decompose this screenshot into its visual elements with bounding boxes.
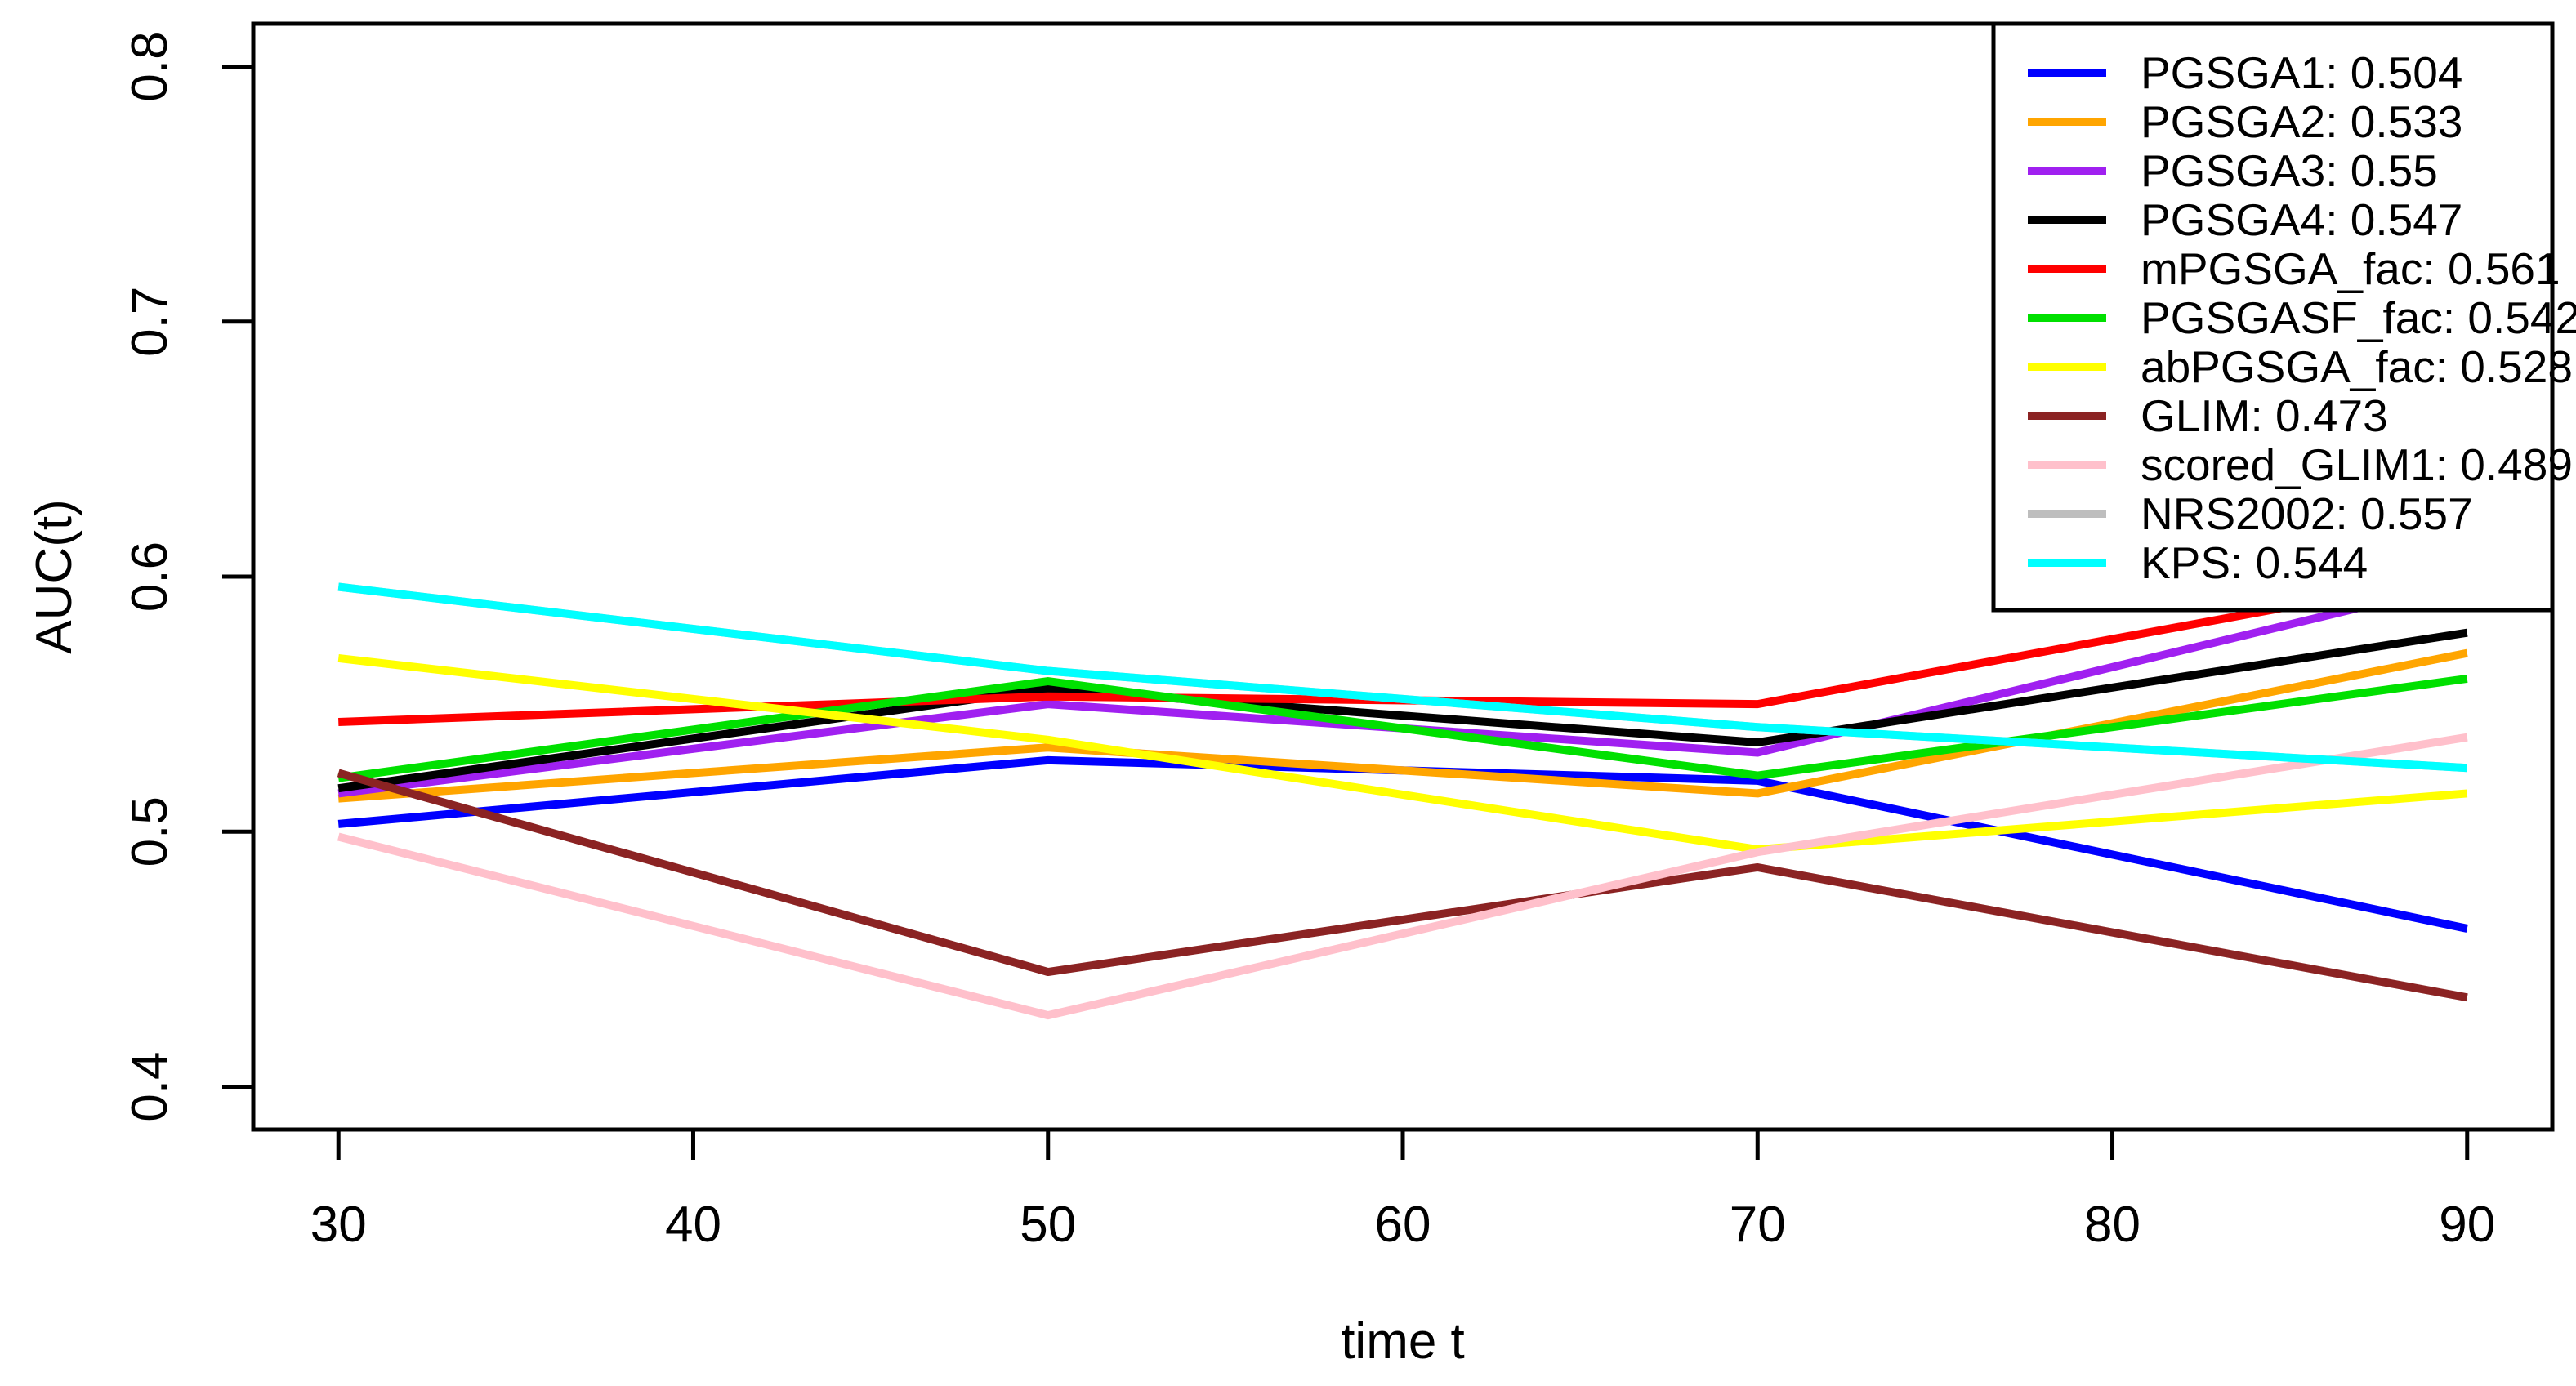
y-axis-tick-label: 0.7 — [122, 287, 178, 357]
series-line-KPS — [337, 582, 2468, 773]
legend-label-scored_GLIM1: scored_GLIM1: 0.489 — [2141, 439, 2573, 490]
series-line-PGSGA4 — [337, 628, 2468, 793]
legend-label-GLIM: GLIM: 0.473 — [2141, 390, 2388, 441]
y-axis-tick-label: 0.4 — [122, 1051, 178, 1121]
legend-label-PGSGA3: PGSGA3: 0.55 — [2141, 145, 2438, 196]
y-axis: 0.4 0.5 0.6 0.7 0.8 — [122, 31, 253, 1122]
legend-label-mPGSGA_fac: mPGSGA_fac: 0.561 — [2141, 243, 2560, 294]
x-axis-tick-label: 40 — [665, 1197, 721, 1253]
legend-label-PGSGA4: PGSGA4: 0.547 — [2141, 194, 2462, 245]
legend-label-PGSGASF_fac: PGSGASF_fac: 0.542 — [2141, 292, 2576, 343]
legend-label-abPGSGA_fac: abPGSGA_fac: 0.528 — [2141, 341, 2573, 392]
series-line-PGSGASF_fac — [337, 674, 2468, 782]
x-axis-tick-label: 30 — [310, 1197, 367, 1253]
y-axis-title: AUC(t) — [26, 499, 83, 653]
y-axis-tick-label: 0.6 — [122, 541, 178, 612]
x-axis-tick-label: 80 — [2084, 1197, 2141, 1253]
y-axis-tick-label: 0.5 — [122, 796, 178, 867]
y-axis-tick-label: 0.8 — [122, 31, 178, 101]
x-axis-tick-label: 90 — [2439, 1197, 2495, 1253]
series-line-scored_GLIM1 — [337, 733, 2468, 1020]
legend-label-KPS: KPS: 0.544 — [2141, 537, 2368, 588]
series-line-abPGSGA_fac — [337, 653, 2468, 854]
x-axis-tick-label: 70 — [1730, 1197, 1786, 1253]
x-axis: 30 40 50 60 70 80 90 — [310, 1130, 2495, 1253]
x-axis-title: time t — [1341, 1313, 1465, 1370]
legend-label-NRS2002: NRS2002: 0.557 — [2141, 488, 2473, 539]
legend-label-PGSGA2: PGSGA2: 0.533 — [2141, 96, 2462, 147]
x-axis-tick-label: 50 — [1020, 1197, 1076, 1253]
x-axis-tick-label: 60 — [1375, 1197, 1431, 1253]
legend-label-PGSGA1: PGSGA1: 0.504 — [2141, 47, 2462, 98]
series-line-GLIM — [337, 769, 2468, 1002]
series-lines — [337, 569, 2468, 1020]
